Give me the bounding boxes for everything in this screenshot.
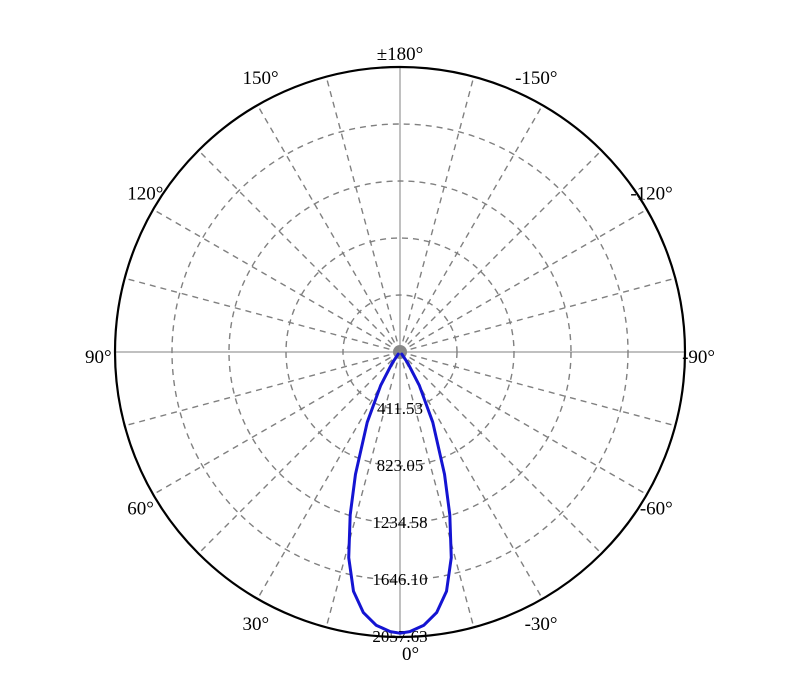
angle-label: -30° <box>525 614 558 635</box>
radial-tick-label: 823.05 <box>377 456 424 475</box>
angle-label: 60° <box>127 499 154 520</box>
radial-tick-label: 2057.63 <box>372 627 427 646</box>
radial-tick-label: 1234.58 <box>372 513 427 532</box>
angle-label: -120° <box>630 184 672 205</box>
radial-tick-label: 411.53 <box>377 399 423 418</box>
angle-label: 120° <box>127 184 163 205</box>
angle-label: ±180° <box>377 44 424 65</box>
radial-tick-label: 1646.10 <box>372 570 427 589</box>
angle-label: 150° <box>243 68 279 89</box>
angle-label: 30° <box>243 614 270 635</box>
angle-label: 90° <box>85 347 112 368</box>
angle-label: -150° <box>515 68 557 89</box>
polar-chart: 411.53 823.05 1234.58 1646.10 2057.63 ±180° 15… <box>0 0 792 698</box>
angle-label: -60° <box>640 499 673 520</box>
angle-label: -90° <box>682 347 715 368</box>
angle-label: 0° <box>402 644 419 665</box>
